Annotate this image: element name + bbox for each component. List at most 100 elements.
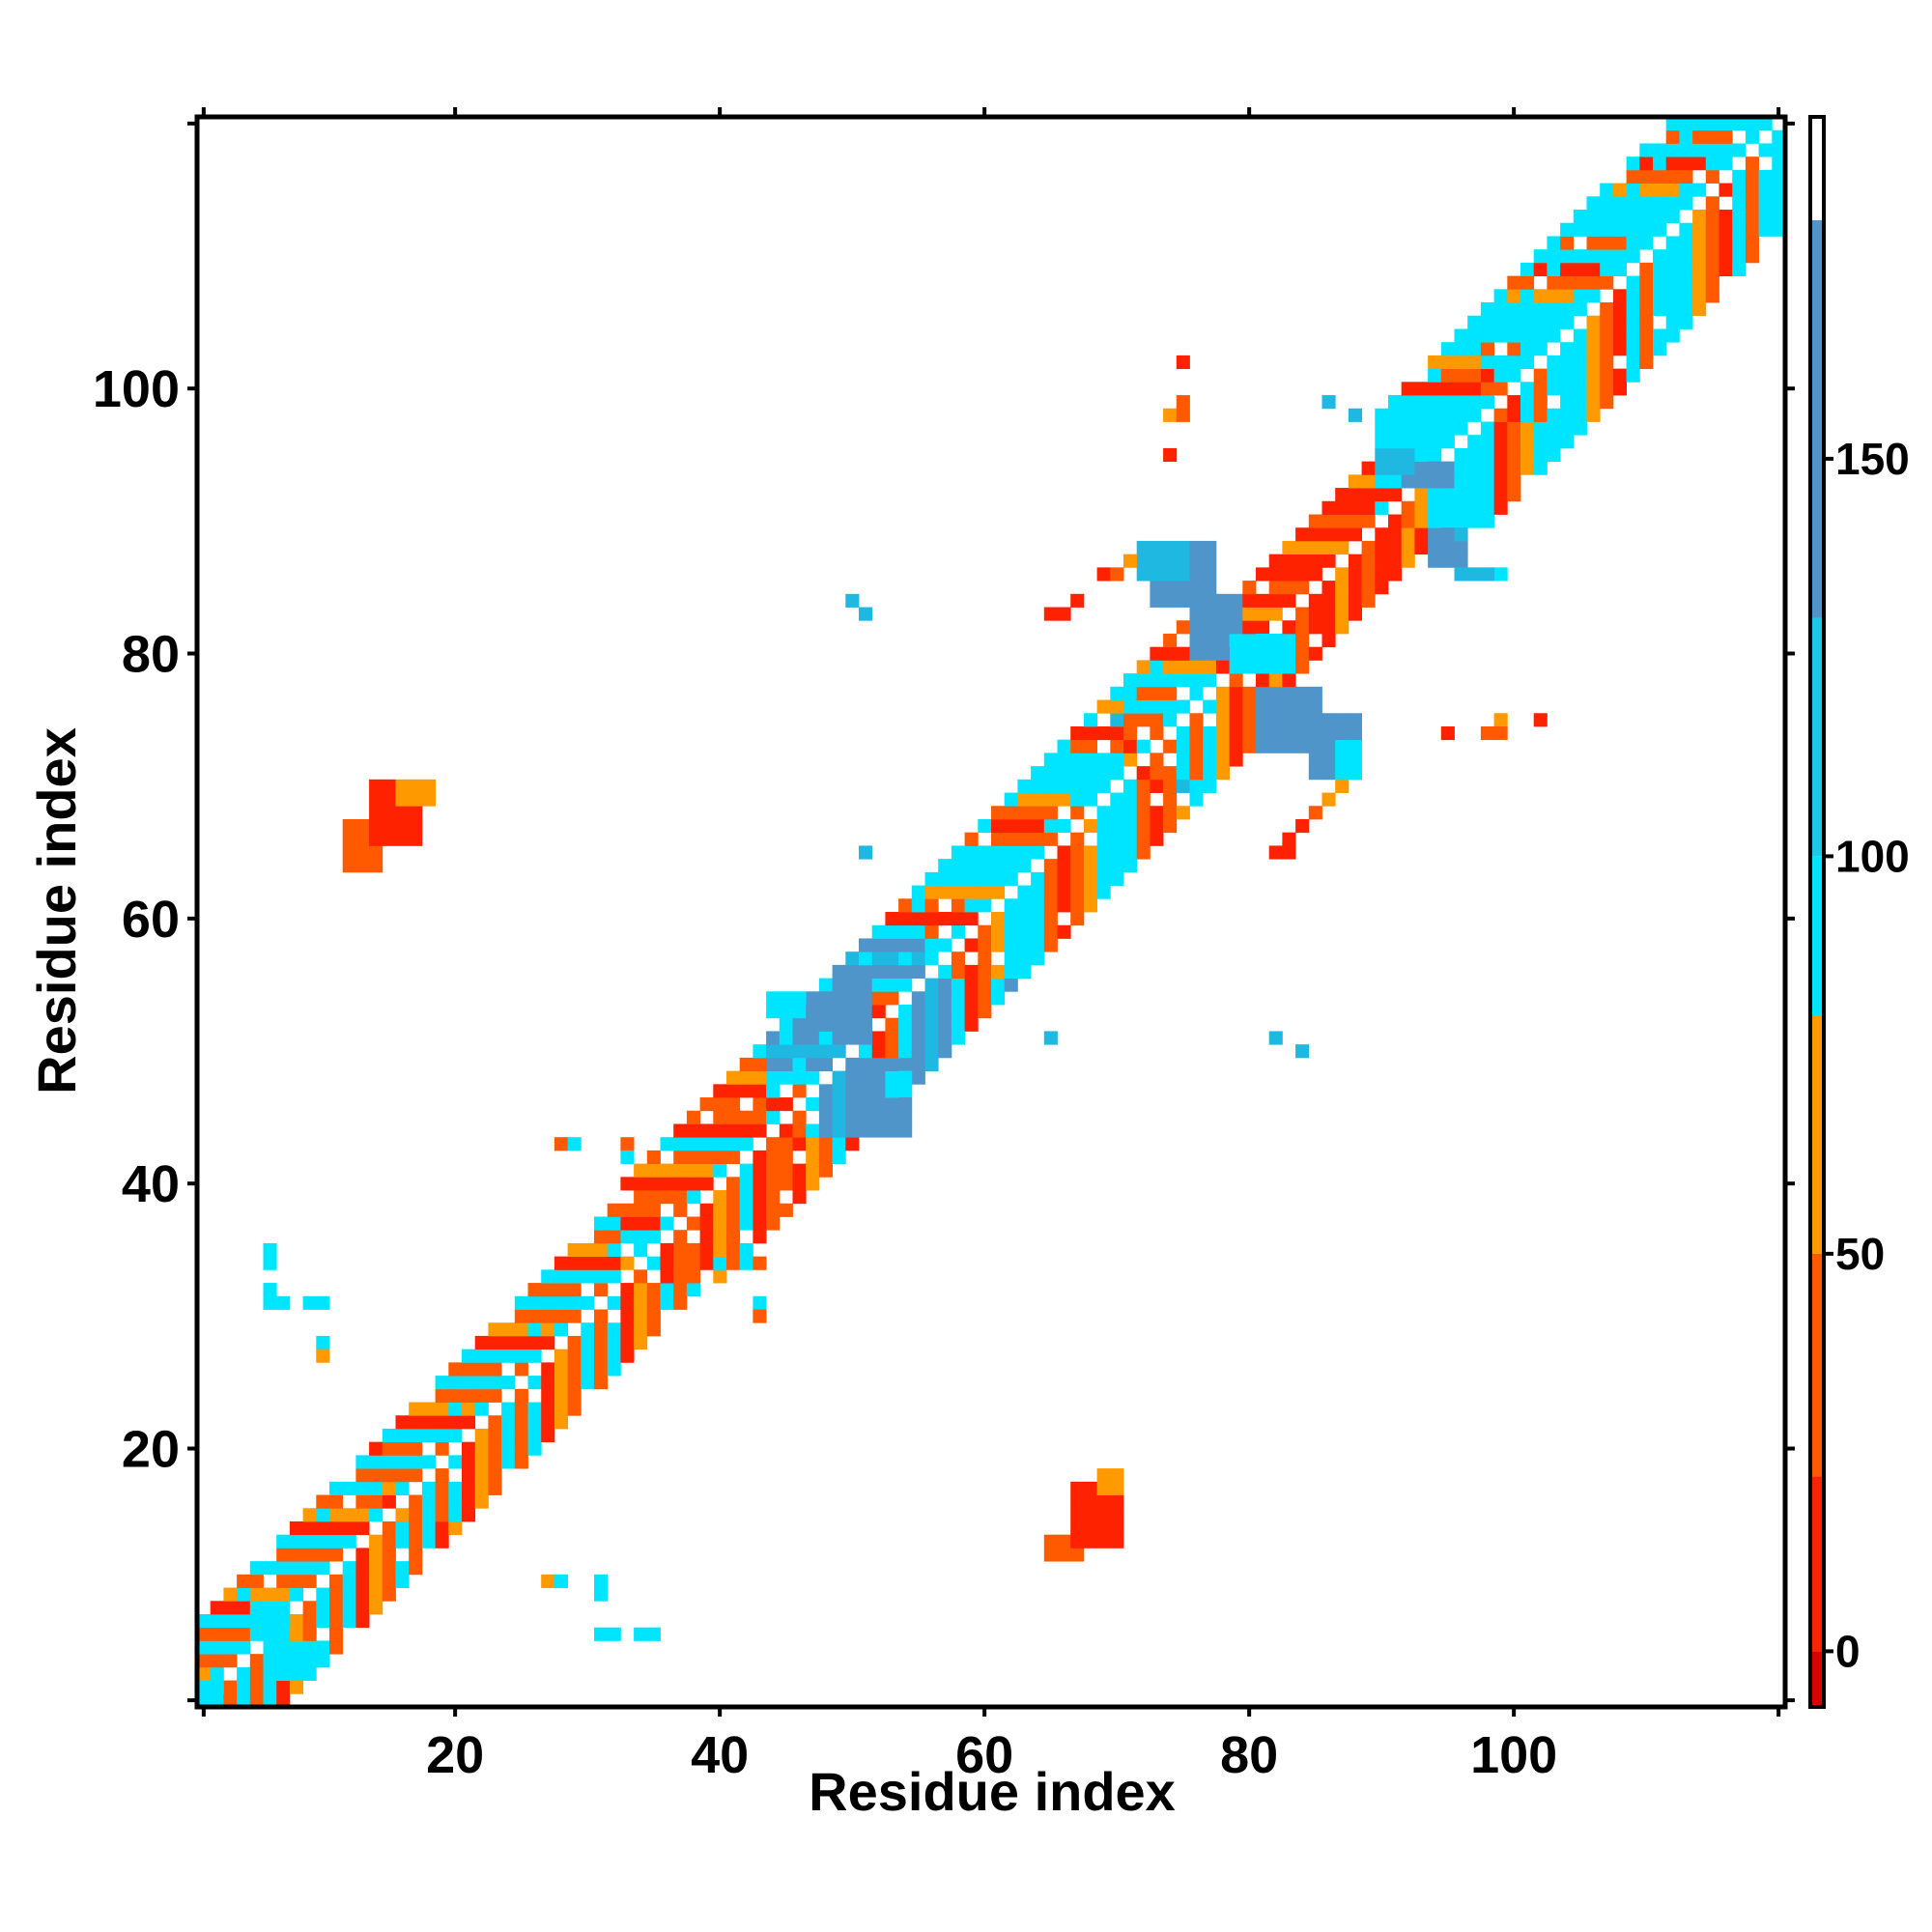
- heatmap-cell: [514, 1441, 528, 1456]
- heatmap-cell: [223, 1601, 238, 1615]
- heatmap-cell: [951, 991, 965, 1006]
- heatmap-cell: [792, 1031, 807, 1045]
- heatmap-cell: [1123, 673, 1138, 688]
- heatmap-cell: [1308, 646, 1322, 661]
- heatmap-cell: [1560, 395, 1575, 410]
- heatmap-cell: [302, 1520, 317, 1536]
- heatmap-cell: [1719, 143, 1733, 157]
- heatmap-cell: [1626, 156, 1640, 171]
- heatmap-cell: [1031, 832, 1045, 846]
- heatmap-cell: [620, 1283, 635, 1297]
- heatmap-cell: [1560, 368, 1575, 383]
- heatmap-cell: [1493, 408, 1508, 422]
- heatmap-cell: [991, 818, 1006, 834]
- heatmap-cell: [395, 792, 410, 807]
- heatmap-cell: [1110, 1481, 1124, 1495]
- heatmap-cell: [1268, 699, 1283, 714]
- heatmap-cell: [859, 991, 873, 1006]
- heatmap-cell: [1017, 818, 1032, 834]
- heatmap-cell: [1639, 236, 1654, 250]
- heatmap-cell: [1189, 753, 1204, 767]
- heatmap-cell: [938, 912, 952, 926]
- heatmap-cell: [1057, 885, 1071, 899]
- heatmap-cell: [1203, 766, 1217, 781]
- heatmap-cell: [646, 1190, 661, 1205]
- heatmap-cell: [898, 964, 913, 979]
- heatmap-cell: [1110, 1508, 1124, 1522]
- heatmap-cell: [197, 1693, 212, 1708]
- heatmap-cell: [1440, 500, 1455, 515]
- heatmap-cell: [249, 1666, 264, 1681]
- heatmap-cell: [699, 1123, 714, 1138]
- heatmap-cell: [541, 1415, 555, 1430]
- heatmap-cell: [1665, 117, 1680, 131]
- heatmap-cell: [1401, 421, 1415, 436]
- heatmap-cell: [448, 1494, 463, 1509]
- heatmap-cell: [911, 952, 925, 966]
- heatmap-cell: [382, 1481, 396, 1495]
- heatmap-cell: [382, 832, 396, 846]
- heatmap-cell: [263, 1627, 277, 1641]
- heatmap-cell: [1083, 1520, 1097, 1536]
- heatmap-cell: [1335, 500, 1350, 515]
- heatmap-cell: [554, 1349, 568, 1363]
- heatmap-cell: [210, 1601, 224, 1615]
- heatmap-cell: [1520, 435, 1535, 449]
- heatmap-cell: [1136, 806, 1151, 820]
- heatmap-cell: [527, 1309, 542, 1323]
- heatmap-cell: [263, 1242, 277, 1258]
- heatmap-cell: [1110, 871, 1124, 886]
- heatmap-cell: [316, 1520, 330, 1536]
- heatmap-cell: [249, 1574, 264, 1588]
- heatmap-cell: [1653, 275, 1667, 290]
- heatmap-cell: [1043, 938, 1058, 952]
- heatmap-cell: [779, 1123, 793, 1138]
- heatmap-cell: [607, 1203, 621, 1217]
- heatmap-cell: [316, 1349, 330, 1363]
- heatmap-cell: [1070, 871, 1085, 886]
- heatmap-cell: [421, 1402, 436, 1416]
- heatmap-cell: [355, 1574, 370, 1588]
- heatmap-cell: [302, 1508, 317, 1522]
- heatmap-cell: [753, 1110, 767, 1124]
- heatmap-cell: [527, 1322, 542, 1337]
- heatmap-cell: [832, 1031, 846, 1045]
- heatmap-cell: [1639, 342, 1654, 356]
- heatmap-cell: [1335, 593, 1350, 608]
- heatmap-cell: [237, 1640, 251, 1655]
- heatmap-cell: [1533, 408, 1548, 422]
- heatmap-cell: [686, 1256, 700, 1270]
- heatmap-cell: [355, 1520, 370, 1536]
- heatmap-cell: [991, 806, 1006, 820]
- heatmap-cell: [686, 1269, 700, 1284]
- heatmap-cell: [1321, 633, 1336, 648]
- heatmap-cell: [1573, 408, 1587, 422]
- heatmap-cell: [302, 1295, 317, 1310]
- heatmap-cell: [911, 912, 925, 926]
- heatmap-cell: [726, 1110, 741, 1124]
- heatmap-cell: [607, 1216, 621, 1231]
- plot-frame: [194, 114, 1788, 1710]
- heatmap-cell: [263, 1666, 277, 1681]
- heatmap-cell: [673, 1242, 688, 1258]
- heatmap-cell: [779, 1150, 793, 1165]
- heatmap-cell: [991, 938, 1006, 952]
- heatmap-cell: [1428, 488, 1442, 502]
- heatmap-cell: [1256, 739, 1270, 753]
- heatmap-cell: [1361, 461, 1376, 475]
- heatmap-cell: [448, 1481, 463, 1495]
- heatmap-cell: [541, 1335, 555, 1350]
- heatmap-cell: [1533, 249, 1548, 264]
- heatmap-cell: [1414, 500, 1429, 515]
- heatmap-cell: [1361, 474, 1376, 489]
- heatmap-cell: [382, 1428, 396, 1443]
- heatmap-cell: [197, 1627, 212, 1641]
- heatmap-cell: [1189, 739, 1204, 753]
- heatmap-cell: [567, 1349, 582, 1363]
- heatmap-cell: [1626, 355, 1640, 370]
- heatmap-cell: [1268, 725, 1283, 741]
- heatmap-cell: [1665, 315, 1680, 329]
- heatmap-cell: [845, 964, 860, 979]
- heatmap-cell: [409, 1561, 423, 1576]
- heatmap-cell: [634, 1177, 648, 1191]
